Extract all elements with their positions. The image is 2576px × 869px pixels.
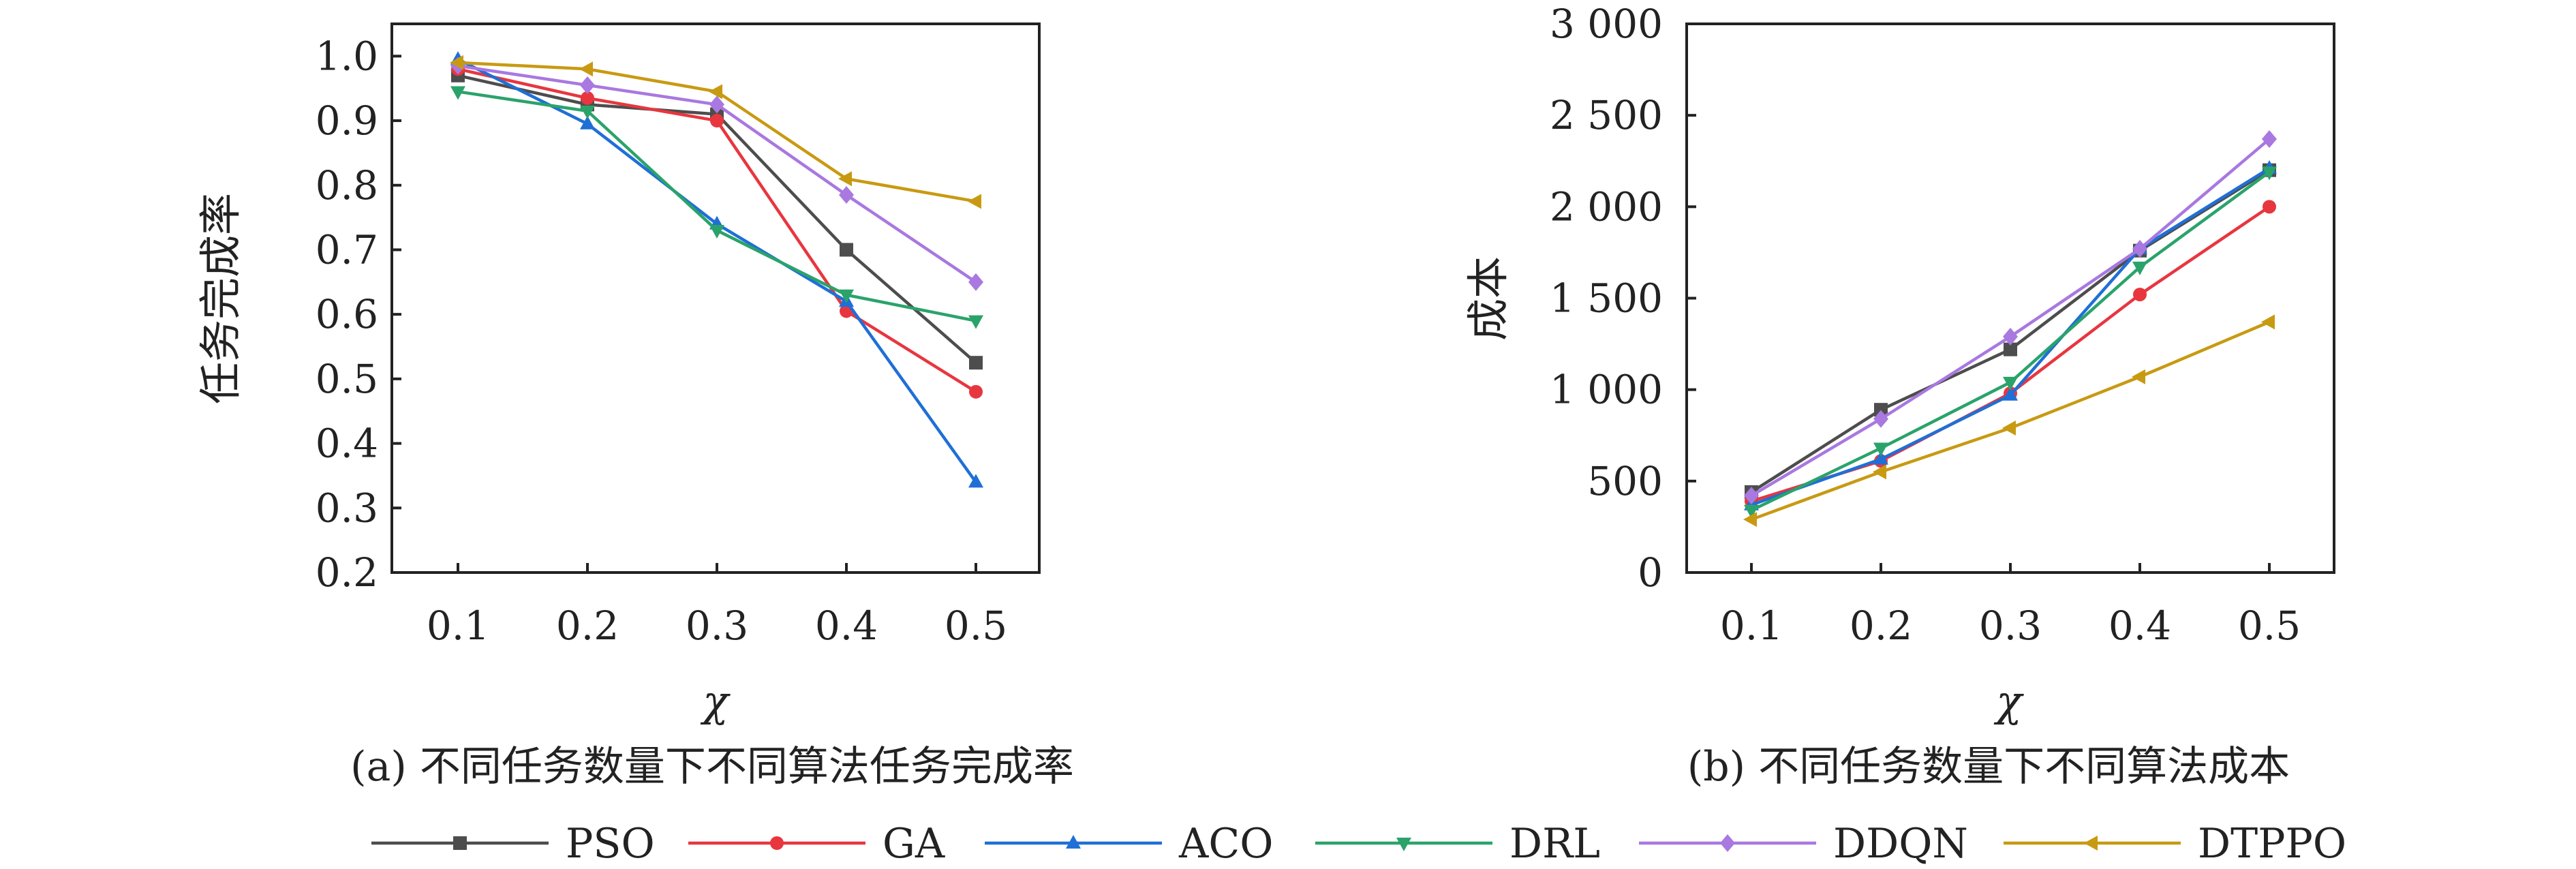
chart-b-point-ddqn: [2262, 130, 2277, 149]
chart-a-point-dtppo: [709, 84, 722, 100]
chart-b-point-ga: [2263, 200, 2276, 214]
chart-a-y-tick-label: 0.6: [316, 291, 378, 337]
chart-b-y-tick-label: 500: [1587, 458, 1663, 504]
chart-a-point-pso: [969, 356, 983, 370]
chart-b-x-tick-label: 0.5: [2238, 603, 2301, 649]
chart-a-x-tick-label: 0.3: [686, 603, 748, 649]
chart-b-point-drl: [2003, 376, 2018, 391]
chart-b-y-tick-label: 0: [1638, 549, 1663, 596]
chart-b-caption: (b) 不同任务数量下不同算法成本: [1687, 743, 2290, 791]
legend: PSO GA ACO DRL DDQN DTPPO: [371, 820, 2346, 868]
chart-b-point-aco: [2003, 386, 2018, 401]
chart-b-point-ddqn: [2132, 240, 2147, 258]
chart-a-series-line-dtppo: [457, 61, 977, 203]
chart-b-point-drl: [1873, 442, 1888, 457]
chart-a-x-tick-label: 0.2: [556, 603, 619, 649]
legend-label-ga: GA: [883, 820, 945, 868]
chart-b-y-tick-label: 2 500: [1550, 92, 1663, 138]
chart-b-y-tick-label: 1 000: [1550, 367, 1663, 413]
chart-a-point-ddqn: [580, 76, 595, 94]
chart-b-y-tick-label: 3 000: [1550, 1, 1663, 47]
chart-b-x-tick-label: 0.4: [2109, 603, 2171, 649]
chart-b-point-dtppo: [2002, 421, 2016, 436]
chart-b-x-tick-label: 0.1: [1720, 603, 1783, 649]
legend-marker-aco: [1066, 835, 1081, 849]
chart-a-point-dtppo: [968, 194, 981, 209]
chart-a-point-dtppo: [579, 61, 593, 77]
chart-a-point-aco: [580, 115, 595, 129]
legend-marker-dtppo: [2084, 836, 2098, 851]
chart-a-point-ga: [969, 384, 983, 399]
chart-a: 0.2 0.3 0.4 0.5 0.6 0.7 0.8 0.9 1.0 0.1 0.2 0.3 0.4 0…: [196, 22, 1074, 791]
chart-a-y-tick-label: 0.4: [316, 421, 378, 467]
chart-a-point-drl: [580, 105, 595, 119]
chart-b-point-dtppo: [2132, 369, 2145, 384]
chart-a-point-pso: [840, 243, 853, 257]
chart-a-point-drl: [968, 315, 983, 329]
chart-a-caption: (a) 不同任务数量下不同算法任务完成率: [350, 743, 1074, 791]
chart-a-x-tick-label: 0.1: [427, 603, 489, 649]
chart-b-point-ddqn: [2003, 327, 2018, 346]
chart-b-y-tick-label: 2 000: [1550, 183, 1663, 230]
chart-a-point-ddqn: [709, 95, 724, 114]
chart-b-point-drl: [1744, 504, 1759, 519]
chart-b-point-ga: [2133, 288, 2147, 302]
legend-label-dtppo: DTPPO: [2198, 820, 2346, 868]
chart-b-y-axis-label: 成本: [1463, 256, 1513, 341]
chart-a-y-tick-label: 1.0: [316, 33, 378, 79]
legend-label-pso: PSO: [566, 820, 655, 868]
chart-b-point-pso: [2004, 342, 2017, 356]
chart-b-point-ddqn: [1873, 410, 1888, 428]
chart-a-y-tick-label: 0.5: [316, 356, 378, 402]
chart-b-point-aco: [1873, 451, 1888, 465]
chart-a-point-aco: [968, 474, 983, 488]
chart-a-x-tick-label: 0.4: [815, 603, 878, 649]
legend-marker-ga: [770, 836, 784, 850]
chart-a-y-axis-label: 任务完成率: [196, 193, 245, 404]
legend-label-drl: DRL: [1509, 820, 1600, 868]
chart-b-point-dtppo: [2261, 314, 2275, 330]
chart-a-point-drl: [839, 289, 854, 303]
chart-a-point-dtppo: [838, 171, 852, 187]
legend-marker-drl: [1396, 838, 1411, 851]
chart-a-y-tick-label: 0.7: [316, 226, 378, 273]
chart-a-point-ddqn: [968, 273, 983, 291]
chart-a-x-axis-label: χ: [700, 676, 731, 726]
chart-b-y-tick-label: 1 500: [1550, 275, 1663, 322]
chart-a-point-ga: [710, 114, 724, 128]
chart-a-y-tick-label: 0.8: [316, 162, 378, 209]
chart-b: 0 500 1 000 1 500 2 000 2 500 3 000 0.1 0.2 0.3 0.…: [1463, 1, 2335, 791]
chart-a-y-tick-label: 0.3: [316, 485, 378, 531]
chart-b-point-drl: [2132, 261, 2147, 275]
chart-b-point-dtppo: [1743, 512, 1757, 528]
chart-a-point-ddqn: [839, 185, 854, 204]
legend-label-aco: ACO: [1178, 820, 1273, 868]
chart-b-x-tick-label: 0.2: [1850, 603, 1912, 649]
chart-a-point-ga: [581, 91, 594, 105]
chart-a-point-drl: [450, 86, 465, 100]
chart-a-y-tick-label: 0.2: [316, 549, 378, 596]
chart-b-x-axis-label: χ: [1993, 676, 2024, 726]
legend-marker-pso: [453, 836, 467, 850]
chart-a-point-drl: [709, 225, 724, 239]
chart-a-x-tick-label: 0.5: [945, 603, 1007, 649]
chart-a-point-dtppo: [450, 55, 463, 70]
chart-b-x-tick-label: 0.3: [1979, 603, 2042, 649]
legend-marker-ddqn: [1720, 834, 1735, 852]
chart-b-point-ddqn: [1744, 487, 1759, 505]
chart-b-point-dtppo: [1873, 464, 1886, 480]
legend-label-ddqn: DDQN: [1833, 820, 1968, 868]
chart-b-point-drl: [2262, 166, 2277, 181]
chart-a-y-tick-label: 0.9: [316, 97, 378, 144]
chart-b-point-pso: [1874, 403, 1888, 417]
